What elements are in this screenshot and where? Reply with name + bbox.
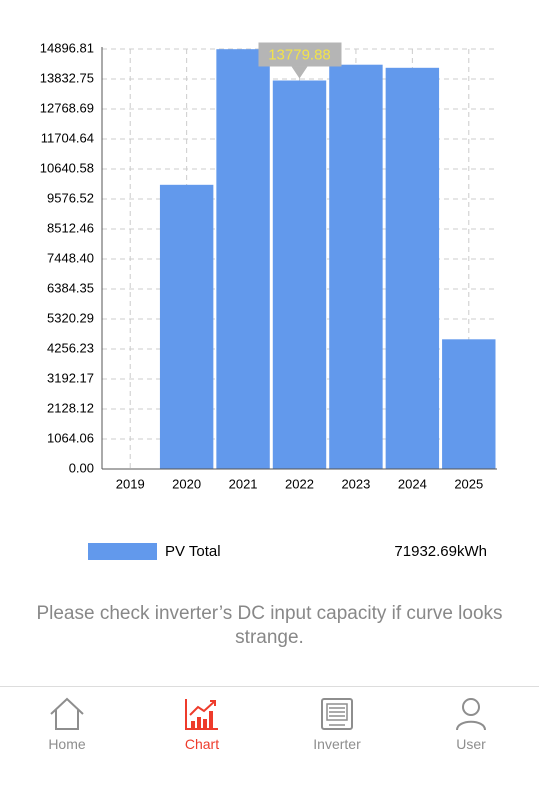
y-tick-label: 0.00 xyxy=(69,460,94,475)
note: Please check inverter’s DC input capacit… xyxy=(36,603,503,648)
bar xyxy=(159,184,214,469)
y-tick-label: 8512.46 xyxy=(47,220,94,235)
bar xyxy=(442,339,496,469)
x-tick-label: 2019 xyxy=(116,476,145,491)
home-icon xyxy=(50,697,84,730)
tab-label: User xyxy=(456,736,486,752)
y-tick-label: 10640.58 xyxy=(40,160,94,175)
tooltip-pointer xyxy=(291,66,308,79)
y-tick-label: 6384.35 xyxy=(47,280,94,295)
y-tick-label: 2128.12 xyxy=(47,400,94,415)
tooltip-box xyxy=(258,42,342,67)
x-tick-label: 2024 xyxy=(398,476,427,491)
tab-label: Chart xyxy=(184,736,220,752)
inverter-icon xyxy=(321,698,353,730)
y-tick-label: 3192.17 xyxy=(47,370,94,385)
x-tick-label: 2021 xyxy=(229,476,258,491)
y-tick-label: 7448.40 xyxy=(47,250,94,265)
chart-icon xyxy=(185,699,218,730)
tab-label: Home xyxy=(48,736,86,752)
bar xyxy=(329,64,383,470)
tab-bar: Home Chart Inverter User xyxy=(0,686,539,800)
bar xyxy=(385,67,440,469)
y-tick-label: 13832.75 xyxy=(40,70,94,85)
tooltip-value: 13779.88 xyxy=(268,46,331,63)
y-tick-label: 1064.06 xyxy=(47,430,94,445)
chart: 0.00 1064.06 2128.12 3192.17 4256.23 5320.29 6… xyxy=(40,40,497,560)
y-tick-label: 9576.52 xyxy=(47,190,94,205)
y-tick-label: 11704.64 xyxy=(41,130,94,145)
bar xyxy=(216,49,270,469)
x-tick-label: 2022 xyxy=(285,476,314,491)
legend-swatch xyxy=(88,543,157,560)
y-tick-label: 5320.29 xyxy=(47,310,94,325)
legend-label: PV Total xyxy=(165,543,221,560)
y-tick-label: 14896.81 xyxy=(40,40,94,55)
x-tick-label: 2020 xyxy=(172,476,201,491)
bar xyxy=(272,80,327,470)
y-tick-label: 12768.69 xyxy=(40,100,94,115)
x-tick-label: 2025 xyxy=(454,476,483,491)
user-icon xyxy=(456,698,486,731)
x-tick-label: 2023 xyxy=(341,476,370,491)
tab-label: Inverter xyxy=(313,736,361,752)
legend-total: 71932.69kWh xyxy=(394,543,487,560)
y-tick-label: 4256.23 xyxy=(47,340,94,355)
